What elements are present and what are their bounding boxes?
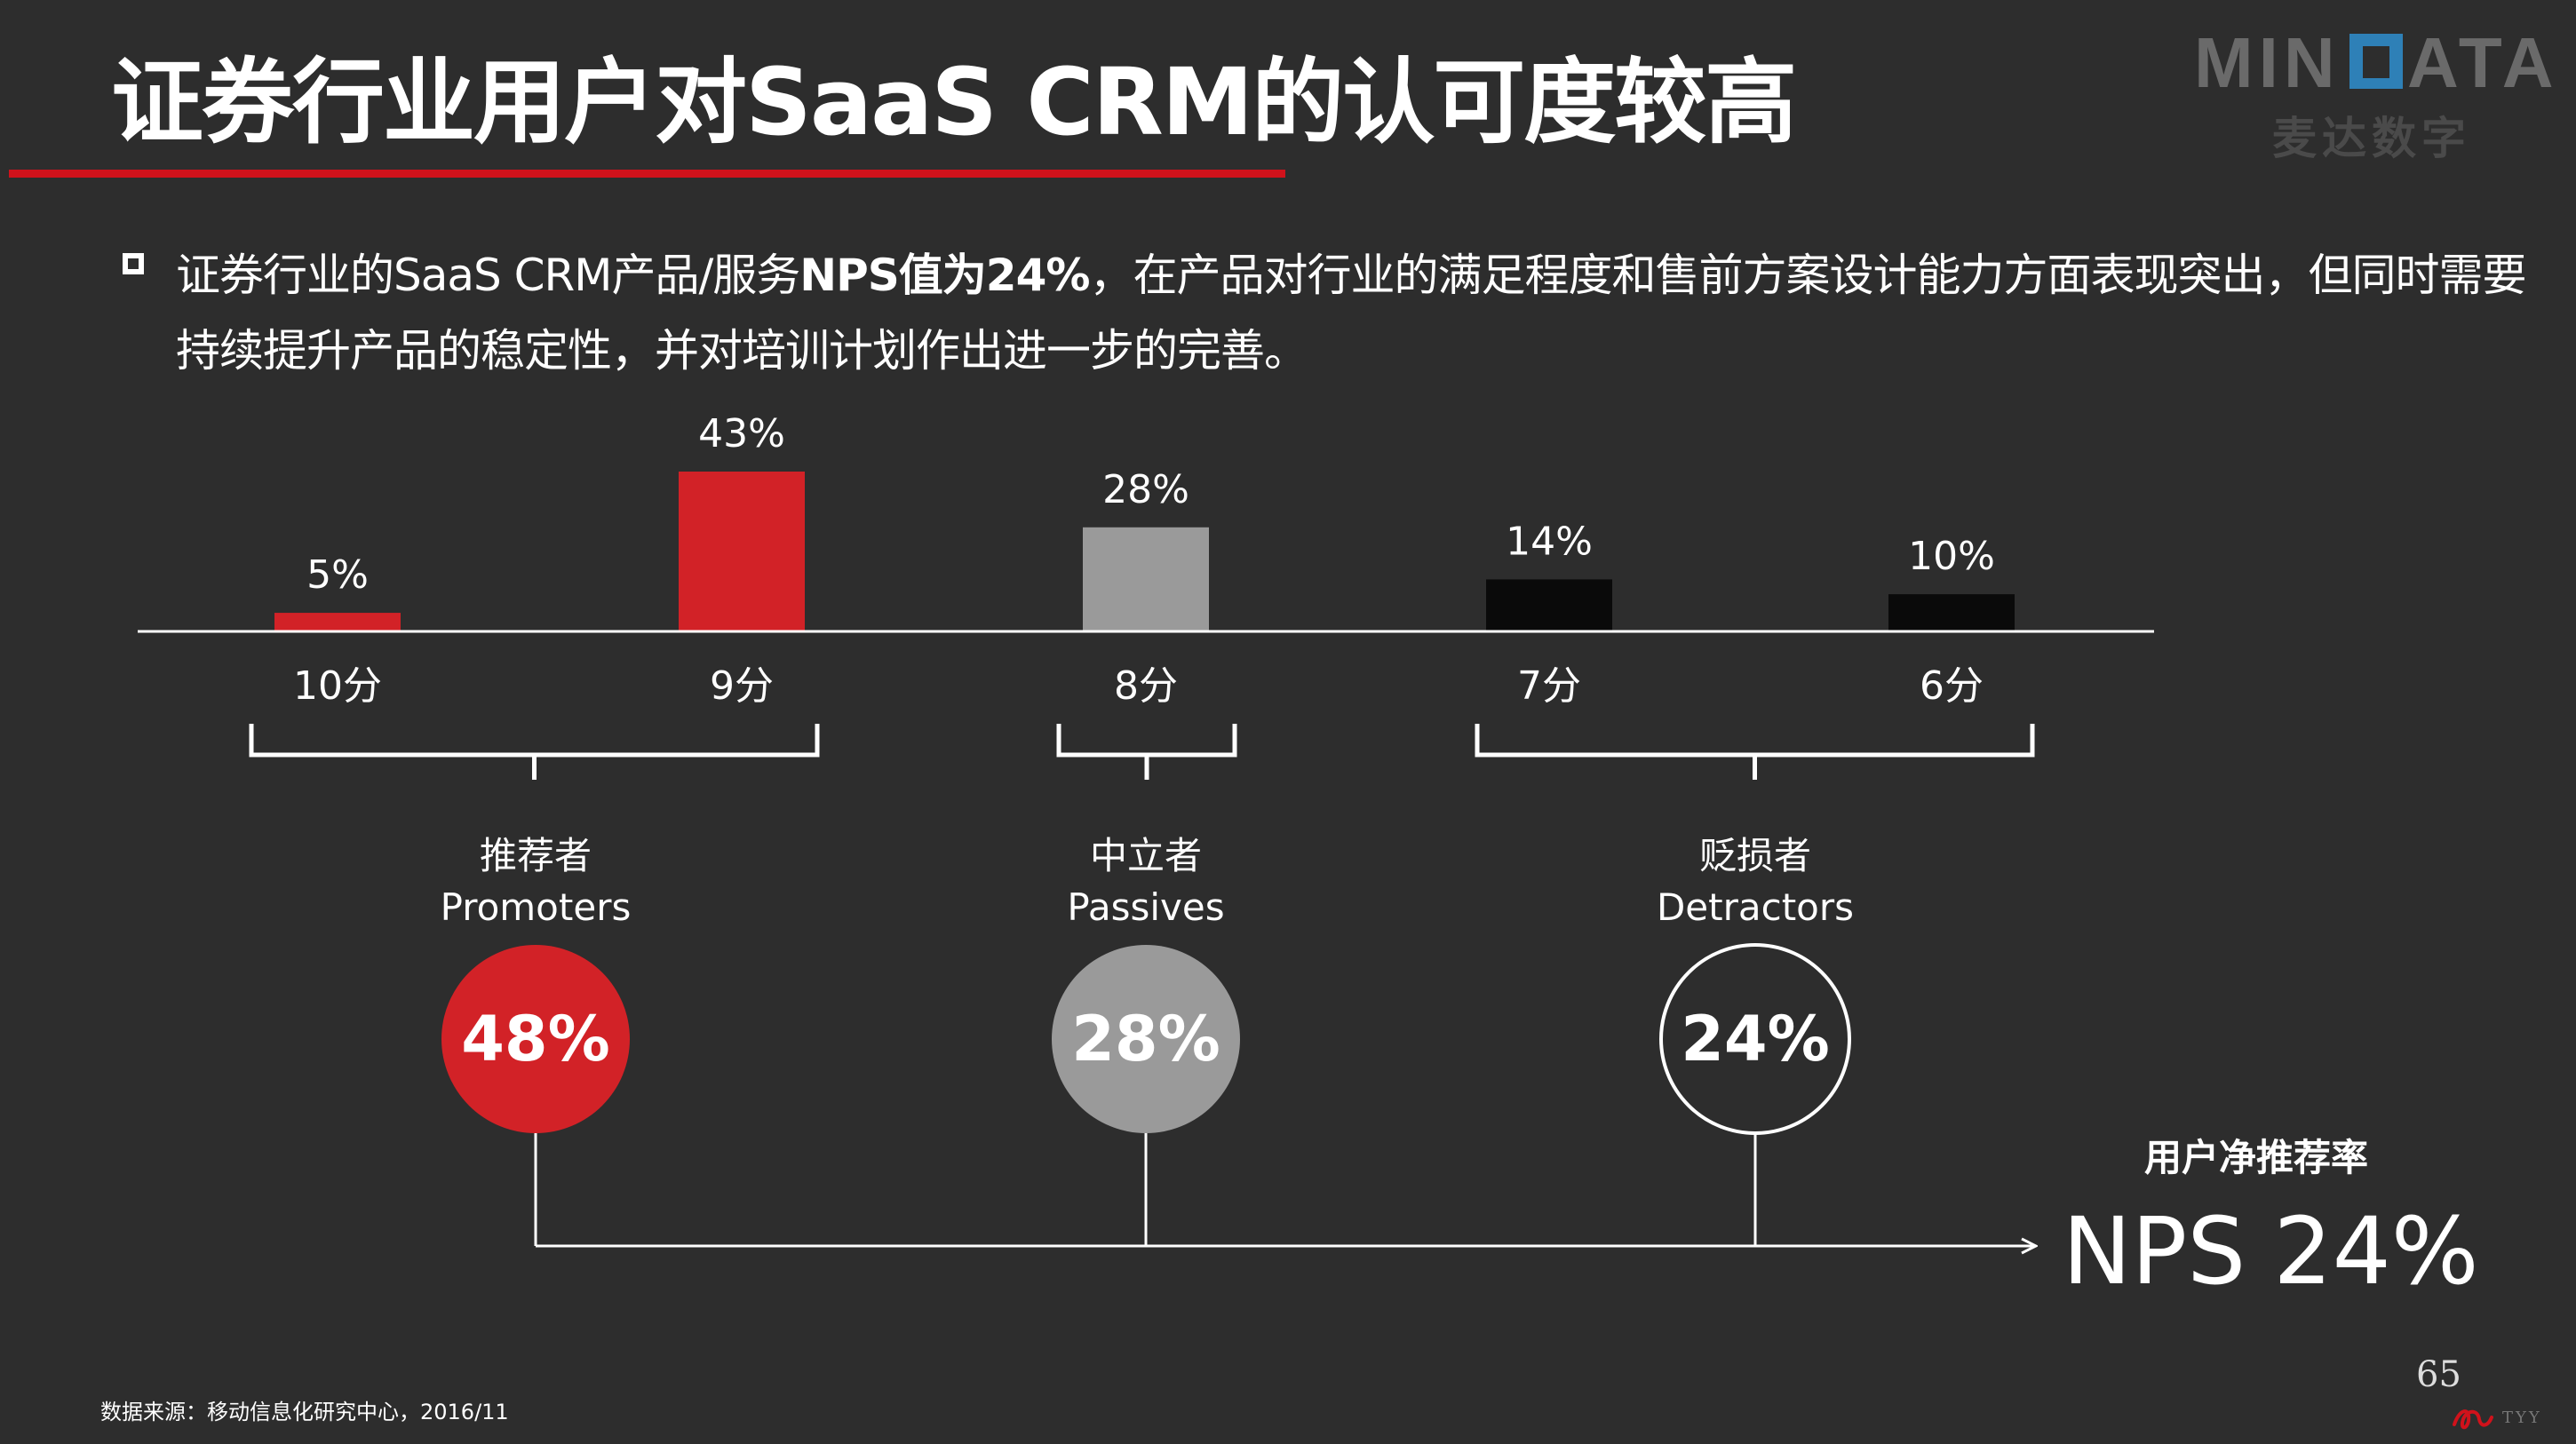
nps-result: 用户净推荐率 NPS 24% <box>2063 1136 2479 1305</box>
groups-layer: 推荐者 Promoters 48% 中立者 Passives 28% 贬损者 Detracto… <box>249 724 2035 1135</box>
bar-value-label: 5% <box>306 552 369 598</box>
bullet-text-line-2: 持续提升产品的稳定性，并对培训计划作出进一步的完善。 <box>176 325 1308 377</box>
group-bracket <box>1475 724 2035 780</box>
category-label: 7分 <box>1517 663 1581 709</box>
svg-text:TYY: TYY <box>2502 1408 2542 1427</box>
svg-text:MIN: MIN <box>2194 23 2341 102</box>
mindata-logo: MIN ATA 麦达数字 <box>2194 7 2567 185</box>
bar-value-label: 14% <box>1506 519 1593 564</box>
bullet-square-icon <box>123 253 144 274</box>
category-label: 9分 <box>710 663 774 709</box>
bar-value-label: 10% <box>1908 534 1995 579</box>
slide-title: 证券行业用户对SaaS CRM的认可度较高 <box>111 48 1797 156</box>
group-name-en: Detractors <box>1657 885 1854 929</box>
connector-layer <box>534 1133 2036 1246</box>
svg-text:ATA: ATA <box>2407 23 2559 102</box>
group-name-en: Passives <box>1067 885 1224 929</box>
nps-value: 24% <box>2273 1197 2478 1305</box>
group-name-cn: 中立者 <box>1090 834 1202 877</box>
bar <box>1486 579 1612 631</box>
category-label: 8分 <box>1114 663 1178 709</box>
bar <box>274 613 401 631</box>
svg-text:麦达数字: 麦达数字 <box>2272 113 2471 164</box>
bullet-text-pre: 证券行业的SaaS CRM产品/服务 <box>176 250 800 301</box>
group-share-circle <box>1052 945 1240 1133</box>
category-label: 6分 <box>1920 663 1984 709</box>
group-share-label: 28% <box>1071 1003 1220 1075</box>
bar-value-label: 43% <box>698 411 785 456</box>
bar <box>1888 594 2015 631</box>
group-share-label: 24% <box>1681 1003 1830 1075</box>
group-share-circle <box>441 945 630 1133</box>
bullet-text-post: ，在产品对行业的满足程度和售前方案设计能力方面表现突出，但同时需要 <box>1089 250 2526 301</box>
group-share-label: 48% <box>461 1003 610 1075</box>
group-name-cn: 贬损者 <box>1699 834 1811 877</box>
group-name-en: Promoters <box>441 885 632 929</box>
page-number: 65 <box>2416 1354 2461 1395</box>
bar <box>1083 527 1209 631</box>
bars-layer: 5% 10分 43% 9分 28% 8分 14% 7分 10% 6分 <box>274 411 2015 709</box>
nps-label: NPS <box>2063 1197 2246 1305</box>
title-underline <box>9 170 1285 178</box>
footer-watermark-icon: TYY <box>2447 1394 2572 1439</box>
group-name-cn: 推荐者 <box>480 834 592 877</box>
bullet-text-line-1: 证券行业的SaaS CRM产品/服务NPS值为24%，在产品对行业的满足程度和售… <box>176 240 2526 304</box>
group-bracket <box>1056 724 1237 780</box>
bullet-text-highlight: NPS值为24% <box>799 250 1090 301</box>
data-source-note: 数据来源：移动信息化研究中心，2016/11 <box>100 1400 509 1424</box>
group-bracket <box>249 724 820 780</box>
category-label: 10分 <box>293 663 382 709</box>
nps-caption: 用户净推荐率 <box>2144 1136 2368 1179</box>
bar-value-label: 28% <box>1102 467 1189 512</box>
bar <box>679 472 805 631</box>
